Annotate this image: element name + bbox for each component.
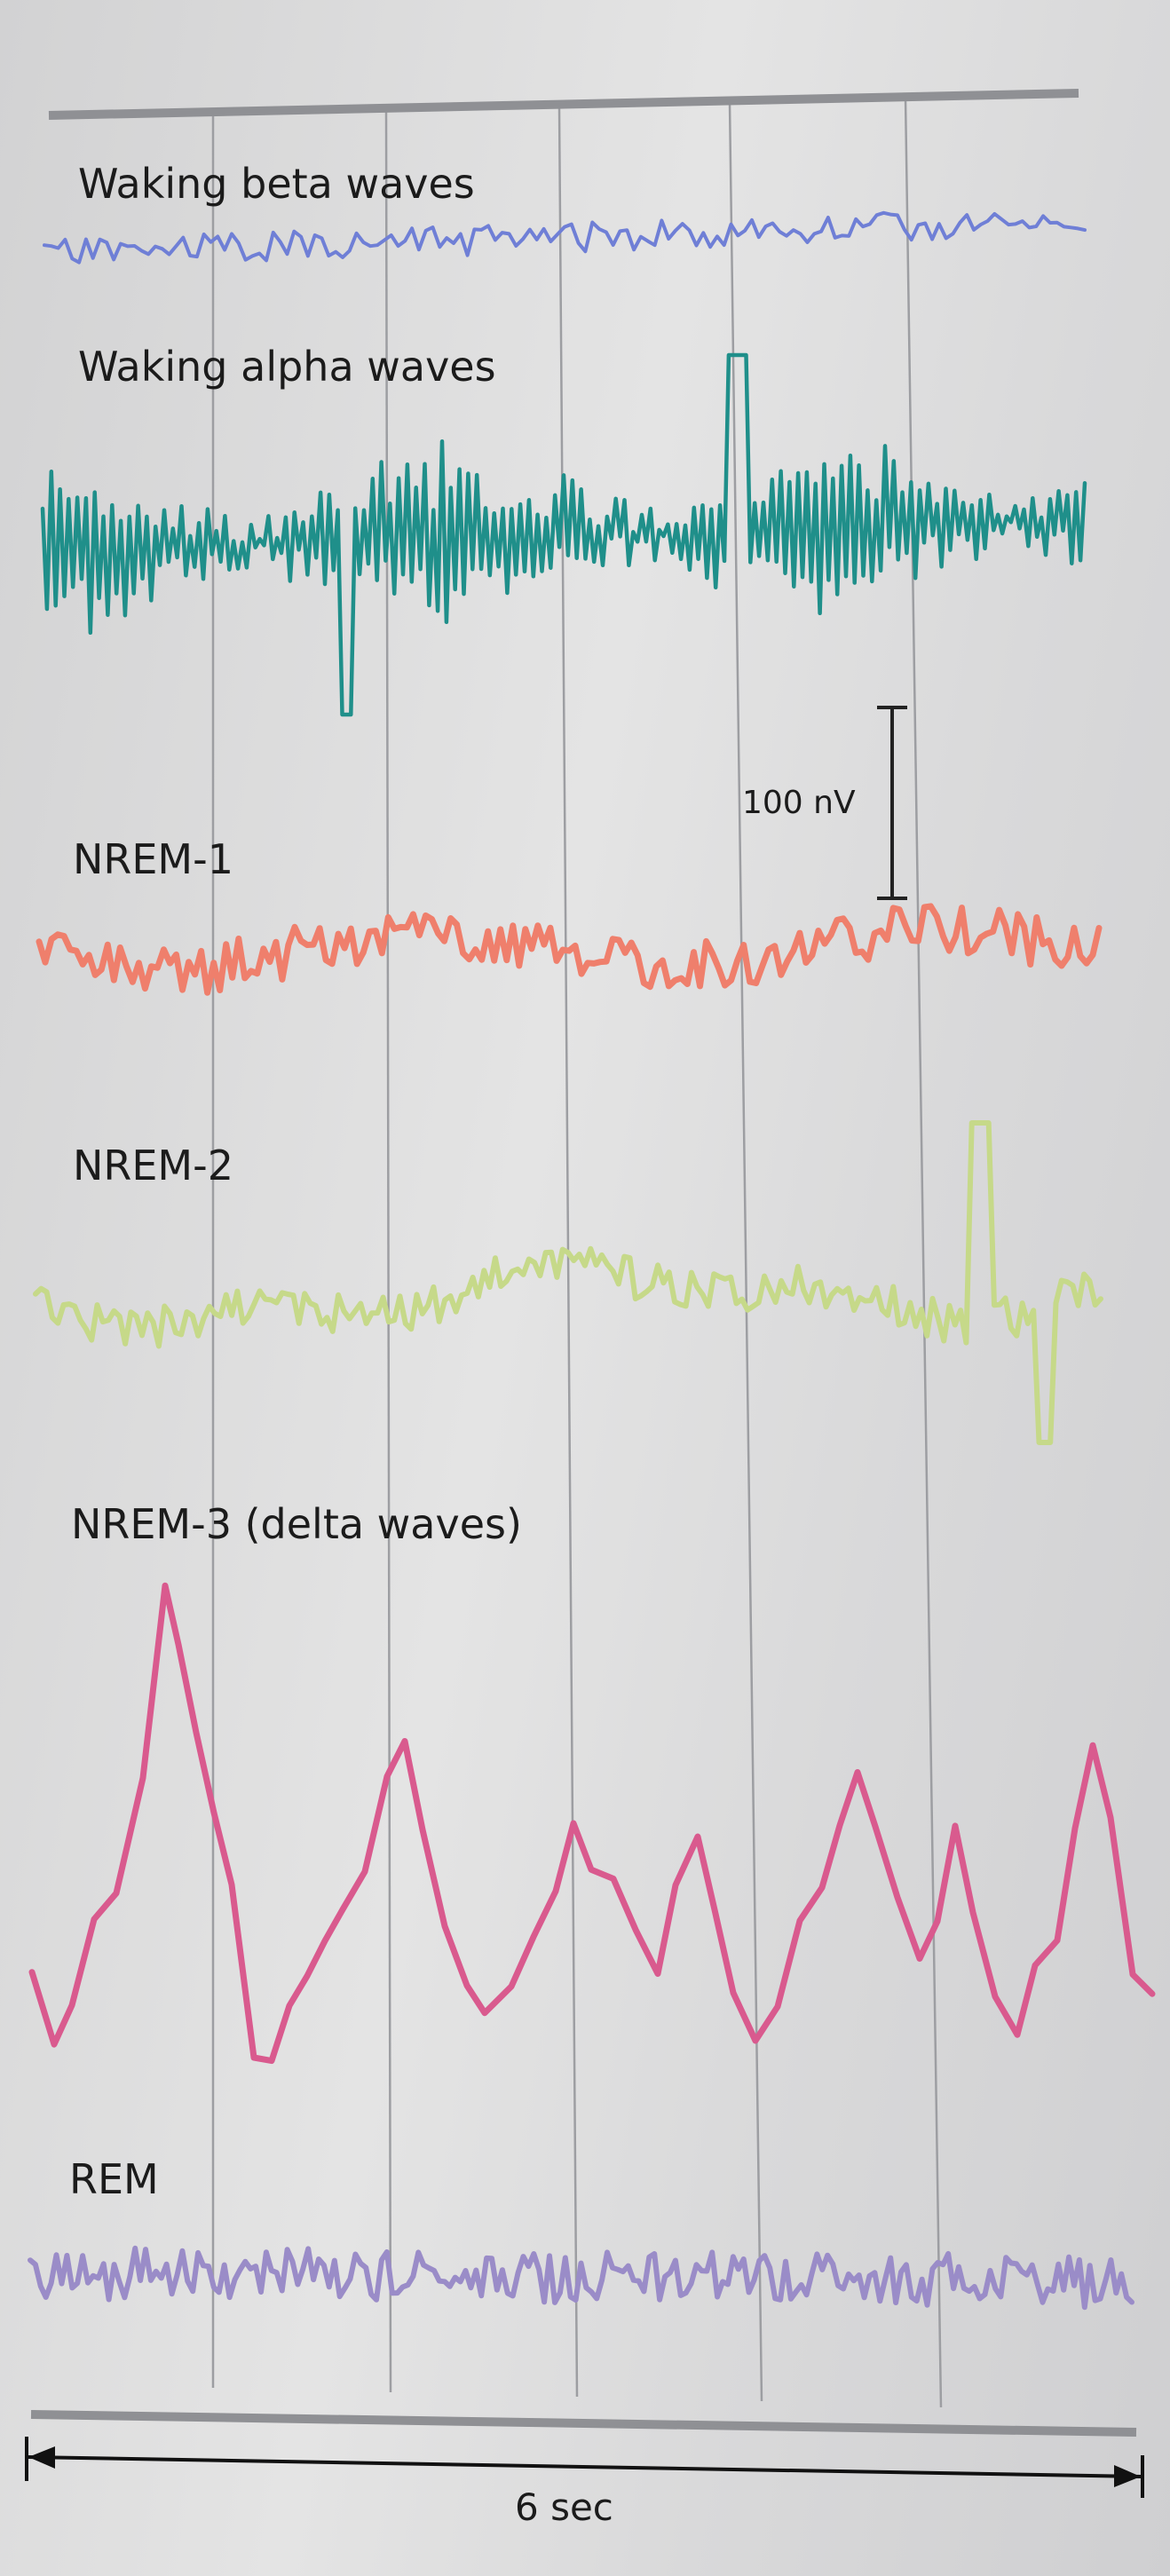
trace-group (28, 210, 1156, 2311)
bottom-border-bar (30, 2410, 1137, 2437)
scale-bar (877, 706, 907, 900)
gridline (904, 97, 943, 2408)
scale-bar-label: 100 nV (742, 785, 856, 821)
label-nrem-3: NREM-3 (delta waves) (71, 1500, 522, 1548)
trace-waking-beta-waves (43, 210, 1087, 265)
trace-nrem-3-delta-waves (28, 1582, 1156, 2065)
label-waking-alpha: Waking alpha waves (78, 343, 496, 391)
label-rem: REM (69, 2155, 159, 2203)
gridline (384, 110, 392, 2393)
trace-nrem-1 (36, 903, 1103, 996)
gridlines (211, 97, 943, 2408)
trace-waking-alpha-waves (40, 352, 1087, 717)
label-waking-beta: Waking beta waves (78, 160, 475, 208)
trace-rem (28, 2245, 1134, 2311)
label-nrem-1: NREM-1 (73, 835, 233, 883)
label-nrem-2: NREM-2 (73, 1142, 233, 1189)
top-border-bar (48, 89, 1079, 120)
duration-arrow (25, 2437, 1144, 2498)
gridline (728, 101, 763, 2402)
duration-label: 6 sec (515, 2485, 613, 2529)
trace-nrem-2 (33, 1120, 1103, 1445)
